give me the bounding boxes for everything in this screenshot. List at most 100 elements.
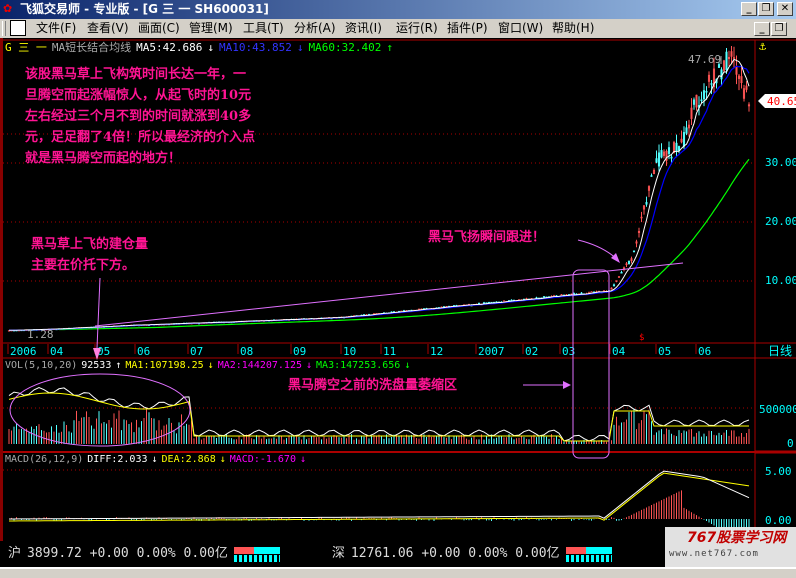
candle-body: [707, 74, 711, 82]
main-annotation: 该股黑马草上飞构筑时间长达一年，一 旦腾空而起涨幅惊人，从起飞时的10元 左右经…: [25, 67, 256, 166]
ma5-value: MA5:42.686: [136, 41, 203, 54]
sz-label: 深: [331, 546, 345, 561]
date-axis: 2006 04 05 06 07 08 09 10 11 12 2007 02 03 04 05 06: [7, 344, 711, 358]
sz-index[interactable]: 12761.06 +0.00 0.00% 0.00亿: [350, 546, 560, 561]
ma10-arrow-icon: ↓: [296, 41, 304, 54]
candle-body: [670, 156, 673, 159]
menu-info[interactable]: 资讯(I): [345, 21, 382, 35]
shrink-zone-rect: [572, 269, 610, 459]
candle-body: [690, 107, 693, 119]
trend-line: [94, 262, 684, 327]
period-label[interactable]: 日线: [768, 344, 792, 358]
vol-tick-0: 0: [787, 437, 794, 450]
child-minimize-button[interactable]: _: [754, 22, 770, 36]
date-label-06: 06: [137, 345, 150, 358]
y-tick-20: 20.00: [765, 215, 796, 228]
current-price: 40.65: [767, 95, 796, 108]
menu-file[interactable]: 文件(F): [36, 21, 77, 35]
follow-arrow-icon: [611, 253, 620, 263]
vol-ma2-arrow-icon: ↓: [306, 360, 313, 371]
candle-body: [640, 216, 643, 219]
date-label-2006: 2006: [10, 345, 37, 358]
menu-help[interactable]: 帮助(H): [552, 21, 595, 35]
ma60-value: MA60:32.402: [308, 41, 382, 54]
s-marker-icon: $: [639, 333, 644, 343]
y-tick-30: 30.00: [765, 156, 796, 169]
vol-value: 92533: [81, 360, 112, 371]
minimize-button[interactable]: _: [741, 2, 757, 16]
low-price-label: 1.28: [27, 328, 54, 341]
candle-body: [672, 142, 676, 153]
candle-body: [660, 150, 663, 158]
date-label-02: 02: [525, 345, 538, 358]
watermark-url: www.net767.com: [669, 549, 759, 559]
date-label-03: 03: [562, 345, 575, 358]
child-restore-button[interactable]: ❐: [771, 22, 787, 36]
candle-body: [725, 51, 728, 70]
kline-chart[interactable]: ⚓ 47.69 1.28 40.65 30.00 20.00 10.00 200…: [3, 38, 796, 541]
chart-icon[interactable]: [10, 20, 26, 36]
annotation-shapes: $: [9, 239, 684, 459]
dea-line: [8, 472, 750, 522]
watermark-logo: 767股票学习网 www.net767.com: [665, 527, 796, 567]
menu-tools[interactable]: 工具(T): [243, 21, 284, 35]
high-price-label: 47.69: [688, 53, 721, 66]
candle-body: [632, 250, 636, 253]
indicator-name: MA短长结合均线: [51, 41, 132, 54]
close-button[interactable]: ✕: [777, 2, 793, 16]
candle-body: [615, 280, 618, 282]
chart-frame: [3, 39, 796, 541]
sh-index[interactable]: 3899.72 +0.00 0.00% 0.00亿: [27, 546, 228, 561]
candle-body: [667, 147, 671, 154]
menu-manage[interactable]: 管理(M): [189, 21, 233, 35]
candle-body: [700, 99, 703, 101]
candle-body: [695, 94, 698, 108]
restore-button[interactable]: ❐: [758, 2, 774, 16]
ma60-line: [58, 158, 750, 331]
date-label-05: 05: [658, 345, 671, 358]
candle-body: [745, 85, 748, 90]
macd-tick-0: 0.00: [765, 514, 792, 527]
vol-ma3-arrow-icon: ↓: [404, 360, 411, 371]
chart-area[interactable]: ⚓ 47.69 1.28 40.65 30.00 20.00 10.00 200…: [0, 38, 796, 541]
menu-view[interactable]: 查看(V): [87, 21, 129, 35]
candle-body: [692, 99, 696, 105]
date-label-11: 11: [383, 345, 396, 358]
candle-body: [727, 56, 731, 60]
date-label-08: 08: [240, 345, 253, 358]
toolbar-grip[interactable]: [2, 21, 6, 36]
candle-body: [720, 69, 723, 80]
vol-ma2: MA2:144207.125: [217, 360, 302, 371]
date-label-04: 04: [612, 345, 626, 358]
vol-ma-line: [8, 387, 750, 442]
shrink-annotation: 黑马腾空之前的洗盘量萎缩区: [288, 378, 458, 393]
candle-body: [625, 263, 628, 265]
candle-body: [712, 68, 716, 88]
candle-body: [722, 60, 726, 71]
macd-diff: DIFF:2.033: [87, 454, 148, 465]
candle-body: [612, 284, 616, 286]
candle-body: [685, 127, 688, 134]
menu-screen[interactable]: 画面(C): [138, 21, 180, 35]
macd-panel-header: MACD(26,12,9) DIFF:2.033 ↓ DEA:2.868 ↓ M…: [5, 453, 306, 467]
sz-breadth-bar: [565, 546, 612, 562]
menu-analysis[interactable]: 分析(A): [294, 21, 336, 35]
date-label-2007: 2007: [478, 345, 505, 358]
date-label-04: 04: [50, 345, 64, 358]
candle-body: [647, 186, 651, 191]
bottom-frame: [0, 567, 796, 578]
ma5-arrow-icon: ↓: [207, 41, 214, 54]
candle-body: [680, 138, 683, 143]
follow-annotation: 黑马飞扬瞬间跟进！: [428, 230, 546, 245]
candle-body: [717, 64, 721, 68]
candle-body: [732, 57, 736, 59]
menu-plugins[interactable]: 插件(P): [447, 21, 488, 35]
grid-lines: [3, 133, 755, 471]
menu-window[interactable]: 窗口(W): [498, 21, 544, 35]
volume-series: [8, 387, 750, 444]
date-label-09: 09: [293, 345, 306, 358]
candle-body: [590, 291, 593, 293]
candle-body: [705, 91, 708, 93]
anchor-icon[interactable]: ⚓: [759, 39, 767, 53]
menu-run[interactable]: 运行(R): [396, 21, 438, 35]
